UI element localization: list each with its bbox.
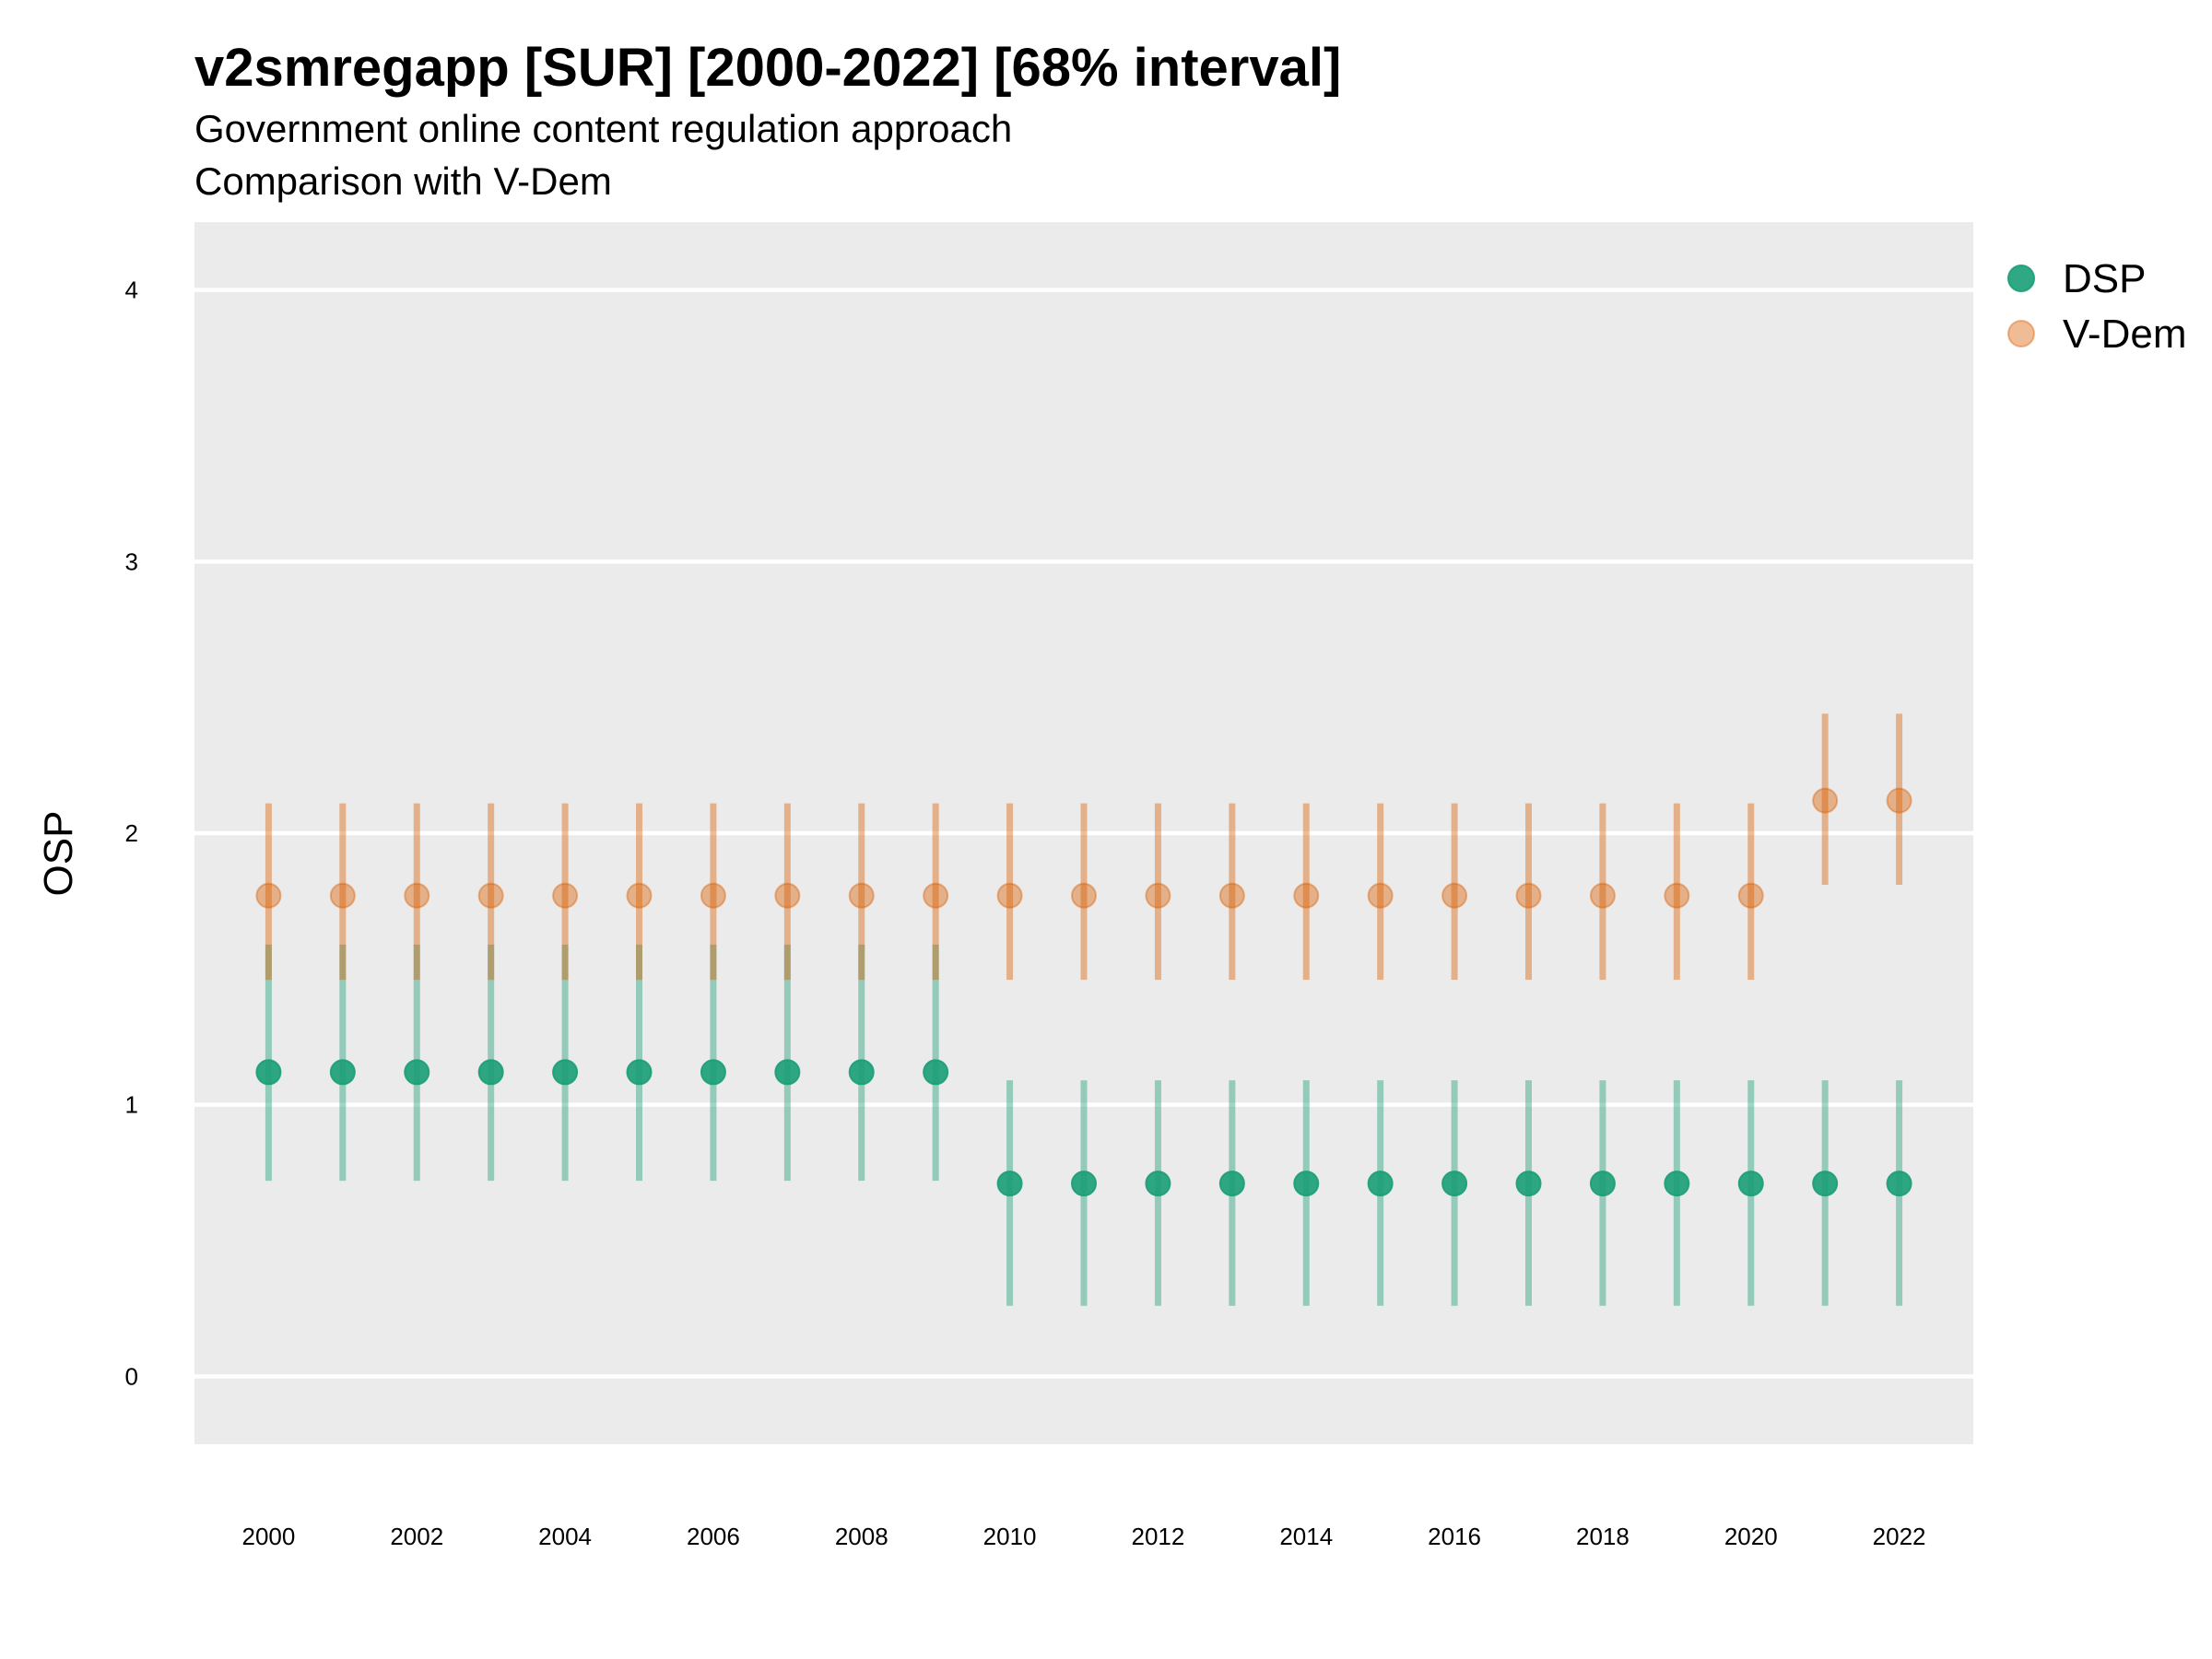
data-point	[1664, 1171, 1690, 1197]
x-tick-label-2004: 2004	[538, 1523, 592, 1550]
series-dsp-points	[255, 1059, 1912, 1197]
x-axis-tick-labels: 2000 2002 2004 2006 2008 2010 2012 2014 2016 2018…	[241, 1523, 1925, 1550]
data-point	[774, 882, 801, 909]
data-point	[255, 1059, 282, 1086]
series-v-dem-intervals	[265, 713, 1903, 981]
data-point	[552, 882, 579, 909]
x-tick-label-2016: 2016	[1428, 1523, 1481, 1550]
legend-label-v-dem: V-Dem	[2063, 312, 2186, 357]
y-tick-label-2: 2	[125, 819, 138, 847]
data-point	[477, 1059, 504, 1086]
data-point	[700, 882, 726, 909]
data-point	[477, 882, 504, 909]
data-point	[626, 882, 653, 909]
data-point	[996, 882, 1023, 909]
data-point	[700, 1059, 726, 1086]
data-point	[1812, 787, 1839, 814]
legend-key-dsp	[2007, 265, 2035, 292]
data-point	[1293, 882, 1320, 909]
data-point	[626, 1059, 653, 1086]
y-axis-tick-labels: 0 1 2 3 4	[125, 276, 138, 1391]
data-point	[1145, 882, 1171, 909]
data-point	[404, 882, 430, 909]
chart-subtitle-line-2: Comparison with V-Dem	[194, 159, 612, 203]
data-point	[329, 1059, 356, 1086]
data-point	[1441, 1171, 1468, 1197]
series-v-dem-points	[255, 787, 1912, 909]
x-tick-label-2010: 2010	[983, 1523, 1037, 1550]
legend-label-dsp: DSP	[2063, 256, 2146, 301]
y-tick-label-0: 0	[125, 1362, 138, 1390]
data-point	[848, 882, 875, 909]
data-point	[1071, 882, 1097, 909]
data-point	[996, 1171, 1023, 1197]
x-tick-label-2002: 2002	[390, 1523, 443, 1550]
data-point	[1145, 1171, 1171, 1197]
data-point	[1515, 882, 1542, 909]
data-point	[329, 882, 356, 909]
data-point	[255, 882, 282, 909]
chart-title: v2smregapp [SUR] [2000-2022] [68% interv…	[194, 38, 1342, 98]
x-tick-label-2006: 2006	[687, 1523, 740, 1550]
x-tick-label-2020: 2020	[1724, 1523, 1778, 1550]
data-point	[1589, 882, 1616, 909]
data-point	[1218, 1171, 1245, 1197]
data-point	[923, 882, 949, 909]
data-point	[923, 1059, 949, 1086]
x-tick-label-2000: 2000	[241, 1523, 295, 1550]
data-point	[774, 1059, 801, 1086]
data-point	[1589, 1171, 1616, 1197]
data-point	[1367, 1171, 1394, 1197]
x-tick-label-2022: 2022	[1873, 1523, 1926, 1550]
x-tick-label-2014: 2014	[1279, 1523, 1333, 1550]
data-marks	[255, 713, 1912, 1306]
data-point	[404, 1059, 430, 1086]
legend: DSP V-Dem	[2007, 256, 2186, 357]
data-point	[1367, 882, 1394, 909]
data-point	[1664, 882, 1690, 909]
x-tick-label-2018: 2018	[1576, 1523, 1630, 1550]
y-tick-label-1: 1	[125, 1091, 138, 1119]
data-point	[1071, 1171, 1097, 1197]
y-axis-title: OSP	[36, 811, 81, 897]
chart-subtitle-line-1: Government online content regulation app…	[194, 107, 1013, 150]
data-point	[1441, 882, 1468, 909]
data-point	[552, 1059, 579, 1086]
data-point	[1737, 1171, 1764, 1197]
data-point	[1886, 1171, 1912, 1197]
y-tick-label-3: 3	[125, 547, 138, 575]
data-point	[1293, 1171, 1320, 1197]
data-point	[1218, 882, 1245, 909]
data-point	[1886, 787, 1912, 814]
gridlines	[194, 288, 1973, 1379]
data-point	[1812, 1171, 1839, 1197]
x-tick-label-2008: 2008	[835, 1523, 888, 1550]
data-point	[1737, 882, 1764, 909]
x-tick-label-2012: 2012	[1131, 1523, 1184, 1550]
legend-key-v-dem	[2007, 320, 2035, 347]
data-point	[848, 1059, 875, 1086]
data-point	[1515, 1171, 1542, 1197]
y-tick-label-4: 4	[125, 276, 138, 304]
